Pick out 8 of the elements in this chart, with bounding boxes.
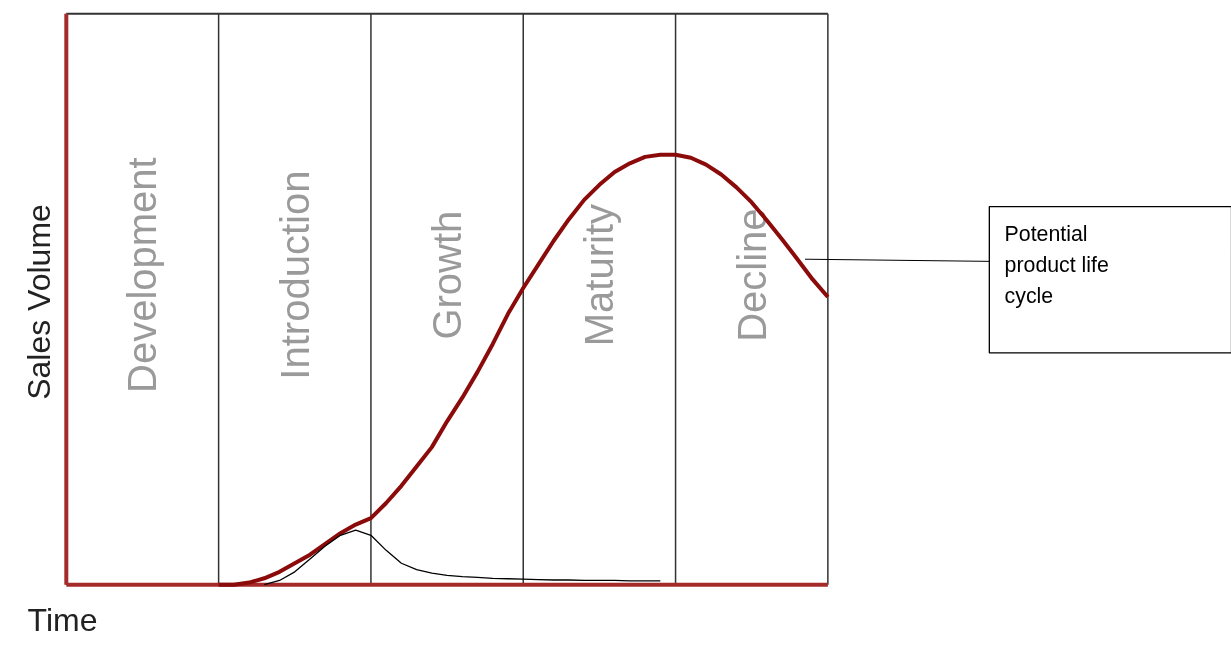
x-axis-title: Time (27, 601, 98, 638)
annotation: Decline (729, 208, 774, 342)
y-axis-title: Sales Volume (20, 204, 57, 400)
annotation: Development (120, 157, 165, 393)
text: Potential product life cycle (1004, 221, 1109, 309)
annotation: Growth (425, 210, 470, 340)
annotation: Introduction (272, 170, 317, 380)
annotation: Maturity (577, 204, 622, 347)
